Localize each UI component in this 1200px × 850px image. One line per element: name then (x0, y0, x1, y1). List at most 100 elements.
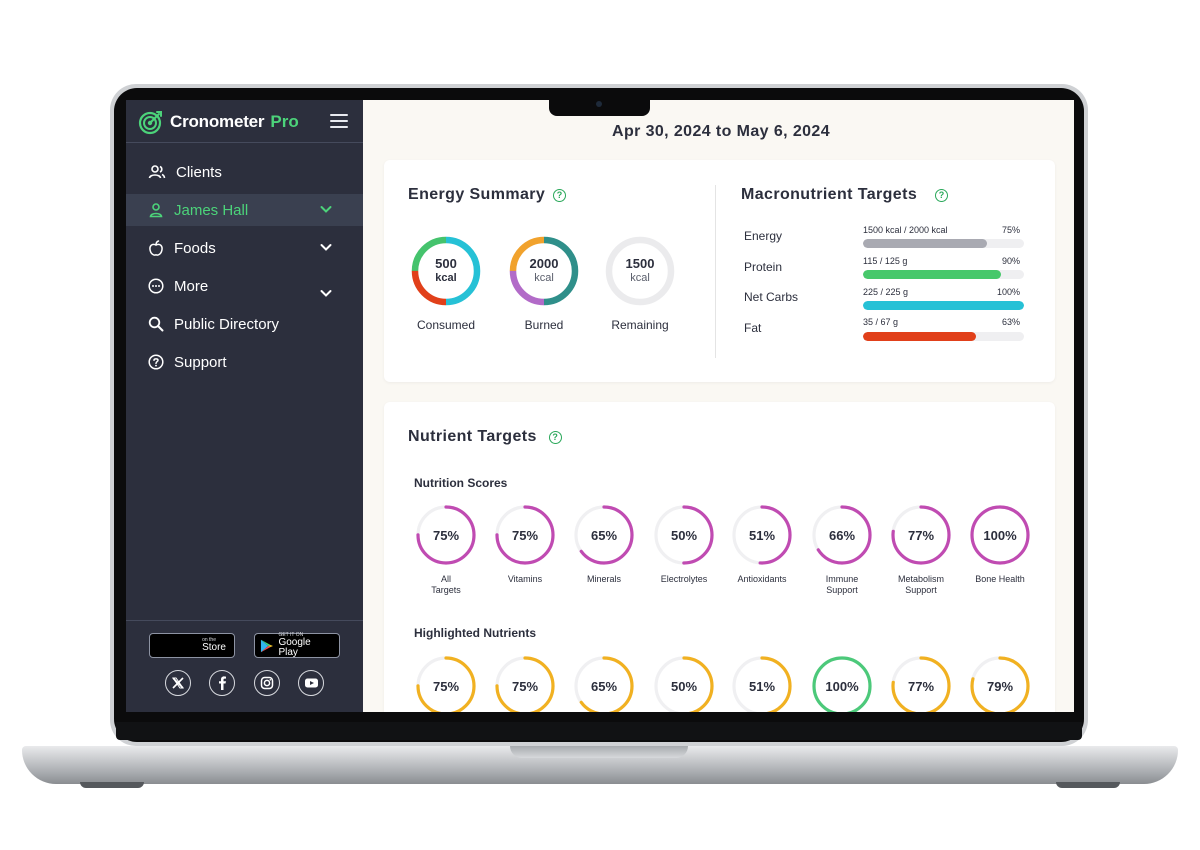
apple-icon (149, 239, 163, 256)
nutrition-score-ring[interactable] (414, 503, 478, 567)
nutrition-score-ring[interactable] (572, 503, 636, 567)
remaining-ring (605, 236, 675, 306)
sidebar-item-james-hall[interactable]: James Hall (126, 194, 363, 226)
sidebar-nav: Clients James Hall Foods (126, 156, 363, 384)
nutrition-score-label: Bone Health (975, 574, 1025, 584)
help-icon[interactable]: ? (548, 430, 562, 444)
highlighted-nutrient-value: 51% (748, 678, 776, 694)
burned-unit: kcal (534, 271, 554, 284)
nutrition-score-ring[interactable] (810, 503, 874, 567)
more-icon (148, 278, 164, 294)
highlighted-nutrient-ring[interactable] (730, 654, 794, 712)
users-icon (148, 165, 166, 179)
help-icon[interactable]: ? (553, 188, 567, 202)
nutrition-score-value: 66% (828, 527, 856, 543)
help-icon[interactable]: ? (935, 188, 949, 202)
energy-summary-title: Energy Summary ? (408, 186, 567, 204)
macro-bar-energy (863, 239, 1024, 248)
google-play-big-text: Google Play (278, 637, 311, 658)
app-store-button[interactable]: on the Store (149, 633, 235, 658)
highlighted-nutrient-value: 100% (825, 678, 859, 694)
nutrition-score-value: 75% (511, 527, 539, 543)
instagram-icon[interactable] (254, 670, 280, 696)
highlighted-nutrient-ring[interactable] (652, 654, 716, 712)
macro-value-energy: 1500 kcal / 2000 kcal (863, 225, 948, 235)
sidebar-item-foods[interactable]: Foods (126, 232, 363, 264)
nutrition-score-value: 50% (670, 527, 698, 543)
highlighted-nutrient-value: 77% (907, 678, 935, 694)
highlighted-nutrient-ring-progress (574, 656, 634, 712)
x-icon[interactable] (165, 670, 191, 696)
macro-bar-fill (863, 332, 976, 341)
nutrition-score-ring[interactable] (730, 503, 794, 567)
highlighted-nutrient-ring[interactable] (493, 654, 557, 712)
macro-value-protein: 115 / 125 g (863, 256, 908, 266)
sidebar-item-more[interactable]: More (126, 270, 363, 302)
sidebar-item-support[interactable]: Support (126, 346, 363, 378)
sidebar-item-public-directory[interactable]: Public Directory (126, 308, 363, 340)
user-icon (149, 203, 163, 218)
nutrient-targets-card: Nutrient Targets ? Nutrition Scores High… (384, 402, 1055, 712)
facebook-icon[interactable] (209, 670, 235, 696)
highlighted-nutrient-value: 50% (670, 678, 698, 694)
highlighted-nutrient-ring-progress (416, 656, 476, 712)
brand-name: Cronometer (170, 112, 265, 131)
nutrition-score-value: 51% (748, 527, 776, 543)
nutrition-score-value: 65% (590, 527, 618, 543)
sidebar-item-label: More (174, 277, 209, 295)
highlighted-nutrient-ring-progress (732, 656, 792, 712)
sidebar-item-label: Public Directory (174, 315, 280, 333)
nutrition-score-ring-progress (495, 505, 555, 565)
nutrition-score-label: Vitamins (507, 574, 543, 584)
date-range[interactable]: Apr 30, 2024 to May 6, 2024 (611, 123, 831, 140)
nutrition-score-ring[interactable] (968, 503, 1032, 567)
highlighted-nutrient-value: 75% (432, 678, 460, 694)
macro-bar-protein (863, 270, 1024, 279)
nutrition-scores-label: Nutrition Scores (414, 476, 508, 490)
nutrition-score-label: Minerals (586, 574, 621, 584)
brand-logo[interactable]: Cronometer Pro (138, 108, 299, 136)
nutrition-score-ring-progress (812, 505, 872, 565)
macro-label-net-carbs: Net Carbs (744, 290, 799, 304)
sidebar-item-label: Foods (174, 239, 216, 257)
cronometer-logo-icon (138, 111, 162, 135)
sidebar-item-clients[interactable]: Clients (126, 156, 363, 188)
remaining-value: 1500 (625, 256, 655, 272)
macro-value-net-carbs: 225 / 225 g (863, 287, 909, 297)
youtube-icon[interactable] (298, 670, 324, 696)
highlighted-nutrient-ring[interactable] (810, 654, 874, 712)
highlighted-nutrient-ring[interactable] (889, 654, 953, 712)
macro-value-fat: 35 / 67 g (863, 317, 899, 327)
sidebar: Cronometer Pro Clients James Hall (126, 100, 363, 712)
macro-bar-fill (863, 270, 1002, 279)
nutrition-score-value: 77% (907, 527, 935, 543)
menu-icon[interactable] (330, 114, 348, 128)
sidebar-item-label: James Hall (174, 201, 249, 219)
burned-value: 2000 (529, 256, 559, 272)
highlighted-nutrient-ring[interactable] (414, 654, 478, 712)
macro-percent-fat: 63% (1001, 317, 1020, 327)
brand-suffix: Pro (270, 112, 299, 131)
consumed-label: Consumed (416, 318, 476, 332)
nutrition-score-ring[interactable] (889, 503, 953, 567)
nutrition-score-ring-progress (416, 505, 476, 565)
macro-percent-net-carbs: 100% (996, 287, 1020, 297)
highlighted-nutrient-ring[interactable] (572, 654, 636, 712)
macro-bar-fat (863, 332, 1024, 341)
nutrition-score-ring-progress (654, 505, 714, 565)
highlighted-nutrient-ring[interactable] (968, 654, 1032, 712)
macro-bar-net-carbs (863, 301, 1024, 310)
highlighted-nutrient-ring-progress (970, 656, 1030, 712)
nutrition-score-ring[interactable] (652, 503, 716, 567)
chevron-down-icon[interactable] (319, 286, 333, 300)
app-store-small-text: on the (202, 637, 216, 643)
macro-bar-fill (863, 239, 987, 248)
macro-bar-fill (863, 301, 1024, 310)
remaining-ring-center: 1500 kcal (604, 235, 676, 307)
highlighted-nutrient-value: 65% (590, 678, 618, 694)
chevron-down-icon[interactable] (319, 202, 333, 216)
nutrition-score-ring[interactable] (493, 503, 557, 567)
google-play-button[interactable]: GET IT ON Google Play (254, 633, 340, 658)
macronutrient-targets-title: Macronutrient Targets ? (741, 186, 949, 204)
chevron-down-icon[interactable] (319, 240, 333, 254)
